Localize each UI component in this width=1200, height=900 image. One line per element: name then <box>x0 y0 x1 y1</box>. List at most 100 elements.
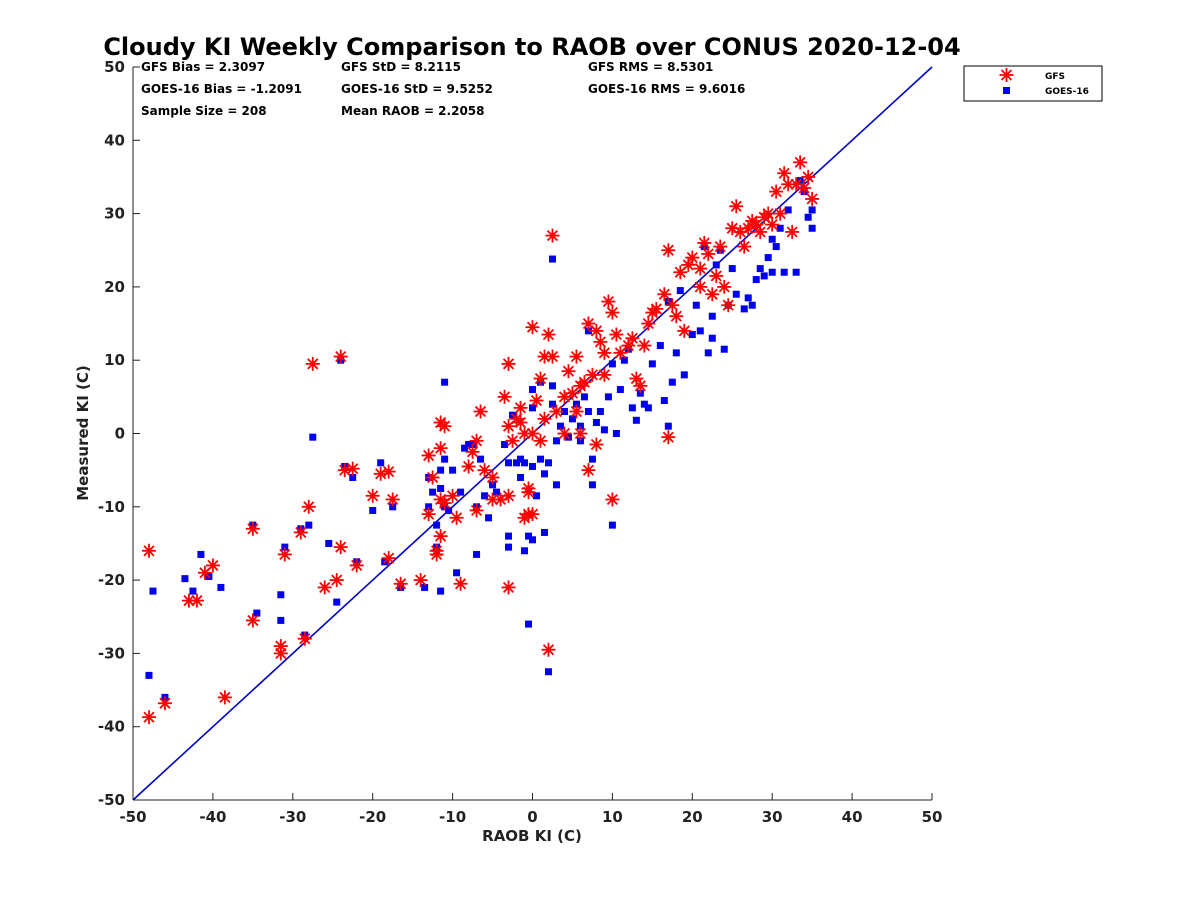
goes16-point <box>540 470 548 478</box>
gfs-point <box>633 378 648 393</box>
goes16-point <box>608 360 616 368</box>
goes16-point <box>556 422 564 430</box>
gfs-point <box>665 298 680 313</box>
goes16-point <box>489 481 497 489</box>
gfs-point <box>505 433 520 448</box>
goes16-point <box>580 393 588 401</box>
goes16-point <box>808 206 816 214</box>
goes16-point <box>732 290 740 298</box>
gfs-point <box>693 261 708 276</box>
gfs-point <box>205 558 220 573</box>
goes16-point <box>149 587 157 595</box>
stat-gfs-bias: GFS Bias = 2.3097 <box>141 60 265 74</box>
goes16-point <box>505 459 513 467</box>
goes16-point <box>513 459 521 467</box>
x-tick-label: -40 <box>199 808 226 826</box>
gfs-point <box>601 294 616 309</box>
gfs-point <box>769 184 784 199</box>
goes16-point <box>748 301 756 309</box>
goes16-point <box>433 521 441 529</box>
gfs-point <box>621 338 636 353</box>
gfs-point <box>713 239 728 254</box>
goes16-point <box>628 404 636 412</box>
gfs-point <box>541 642 556 657</box>
goes16-point <box>521 459 529 467</box>
gfs-point <box>685 250 700 265</box>
gfs-point <box>533 433 548 448</box>
x-tick-label: 30 <box>762 808 783 826</box>
legend-gfs-marker <box>999 68 1014 82</box>
goes16-point <box>217 583 225 591</box>
gfs-point <box>469 433 484 448</box>
goes16-point <box>529 536 536 544</box>
gfs-point <box>465 444 480 459</box>
y-tick-label: 50 <box>104 58 125 76</box>
gfs-point <box>541 327 556 342</box>
gfs-point <box>721 298 736 313</box>
goes16-point <box>688 331 696 339</box>
gfs-point <box>609 327 624 342</box>
goes16-point <box>473 550 481 558</box>
goes16-point <box>612 430 620 437</box>
gfs-point <box>681 257 696 272</box>
goes16-point <box>465 440 473 448</box>
goes16-point <box>505 532 513 540</box>
goes16-point <box>672 349 680 357</box>
goes16-point <box>576 422 584 430</box>
goes16-point <box>305 521 313 529</box>
stat-goes-bias: GOES-16 Bias = -1.2091 <box>141 82 302 96</box>
y-tick-label: -30 <box>98 644 125 662</box>
gfs-point <box>569 404 584 419</box>
goes16-point <box>772 243 780 251</box>
gfs-point <box>181 593 196 608</box>
chart-title: Cloudy KI Weekly Comparison to RAOB over… <box>103 33 960 61</box>
gfs-point <box>425 470 440 485</box>
gfs-point <box>473 404 488 419</box>
goes16-point <box>784 206 792 214</box>
goes16-point <box>437 484 445 492</box>
gfs-point <box>573 426 588 441</box>
goes16-point <box>708 312 716 320</box>
goes16-point <box>604 393 612 401</box>
gfs-point <box>589 437 604 452</box>
goes16-point <box>389 503 397 511</box>
goes16-point <box>505 543 513 551</box>
goes16-point <box>525 532 533 540</box>
goes16-point <box>517 455 525 463</box>
axis-ticks: -50 -40 -30 -20 -10 0 10 20 30 40 50 50 40 30 20 10 0 -10… <box>98 58 943 826</box>
gfs-point <box>677 323 692 338</box>
goes16-point <box>616 386 624 394</box>
goes16-point <box>760 272 768 280</box>
gfs-point <box>529 393 544 408</box>
stat-goes-std: GOES-16 StD = 9.5252 <box>341 82 493 96</box>
gfs-point <box>449 510 464 525</box>
goes16-point <box>764 254 772 262</box>
goes16-point <box>584 327 592 335</box>
gfs-point <box>469 503 484 518</box>
goes16-point <box>804 213 812 221</box>
y-tick-label: 30 <box>104 205 125 223</box>
y-tick-label: 10 <box>104 351 125 369</box>
goes16-point <box>560 408 568 416</box>
goes16-point <box>441 378 449 386</box>
gfs-point <box>669 309 684 324</box>
gfs-point <box>709 268 724 283</box>
goes16-point <box>608 521 616 529</box>
stats-block: GFS Bias = 2.3097 GFS StD = 8.2115 GFS R… <box>141 60 745 118</box>
gfs-point <box>605 305 620 320</box>
gfs-point <box>701 246 716 261</box>
y-axis-label: Measured KI (C) <box>74 365 92 501</box>
goes16-point <box>548 382 556 390</box>
goes16-point <box>441 455 449 463</box>
goes16-point <box>636 389 644 397</box>
goes16-point <box>768 268 776 276</box>
goes16-point <box>692 301 700 309</box>
goes16-point <box>333 598 341 606</box>
goes16-point <box>588 455 596 463</box>
gfs-point <box>637 338 652 353</box>
goes16-point <box>704 349 712 357</box>
gfs-point <box>545 349 560 364</box>
gfs-point <box>393 576 408 591</box>
goes16-point <box>277 616 285 624</box>
goes16-point <box>596 408 604 416</box>
